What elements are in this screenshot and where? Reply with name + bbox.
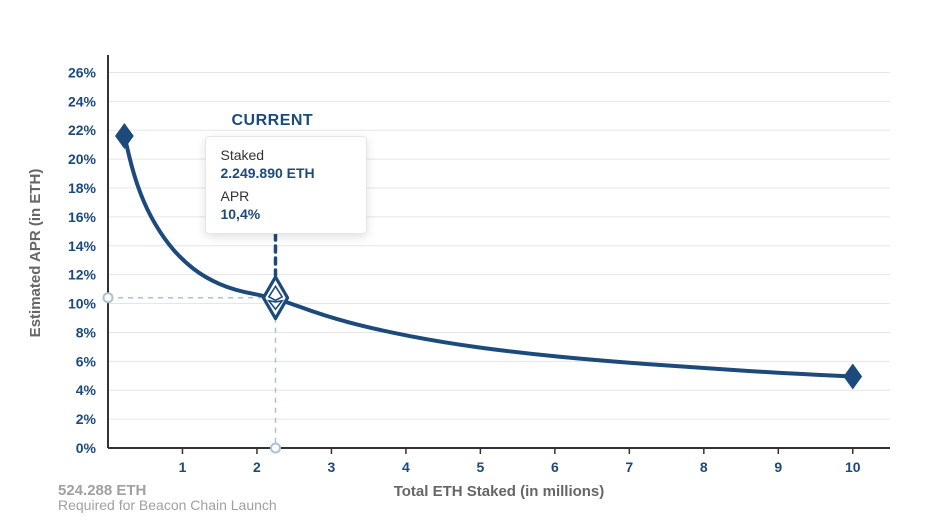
svg-text:9: 9 bbox=[774, 459, 782, 475]
tooltip-staked-value: 2.249.890 ETH bbox=[220, 165, 352, 183]
svg-text:3: 3 bbox=[328, 459, 336, 475]
apr-chart: 0% 2% 4% 6% 8% 10% 12% 14% 16% 18% 20% 22% 24% 26% 1 2… bbox=[0, 0, 944, 529]
footer-subtext: Required for Beacon Chain Launch bbox=[58, 497, 277, 513]
svg-text:18%: 18% bbox=[68, 180, 97, 196]
current-label: CURRENT bbox=[231, 112, 313, 130]
axes bbox=[108, 55, 890, 448]
svg-text:26%: 26% bbox=[68, 64, 97, 80]
x-tick-labels: 1 2 3 4 5 6 7 8 9 10 bbox=[179, 448, 861, 475]
svg-text:24%: 24% bbox=[68, 93, 97, 109]
svg-text:8: 8 bbox=[700, 459, 708, 475]
tooltip-staked-label: Staked bbox=[220, 147, 352, 165]
svg-text:12%: 12% bbox=[68, 267, 97, 283]
svg-text:5: 5 bbox=[476, 459, 484, 475]
svg-text:2: 2 bbox=[253, 459, 261, 475]
current-eth-marker[interactable] bbox=[263, 277, 287, 319]
svg-text:6: 6 bbox=[551, 459, 559, 475]
tooltip-apr-value: 10,4% bbox=[220, 206, 352, 224]
svg-text:0%: 0% bbox=[76, 440, 97, 456]
svg-text:22%: 22% bbox=[68, 122, 97, 138]
svg-text:10%: 10% bbox=[68, 296, 97, 312]
svg-text:16%: 16% bbox=[68, 209, 97, 225]
svg-text:7: 7 bbox=[625, 459, 633, 475]
svg-text:6%: 6% bbox=[76, 353, 97, 369]
svg-text:20%: 20% bbox=[68, 151, 97, 167]
y-axis-title: Estimated APR (in ETH) bbox=[27, 169, 44, 338]
y-tick-labels: 0% 2% 4% 6% 8% 10% 12% 14% 16% 18% 20% 22% 24% 26% bbox=[68, 64, 97, 456]
svg-text:4%: 4% bbox=[76, 382, 97, 398]
crosshair bbox=[104, 293, 280, 452]
current-tooltip: Staked 2.249.890 ETH APR 10,4% bbox=[205, 136, 367, 234]
svg-text:10: 10 bbox=[845, 459, 861, 475]
svg-text:2%: 2% bbox=[76, 411, 97, 427]
chart-svg: 0% 2% 4% 6% 8% 10% 12% 14% 16% 18% 20% 22% 24% 26% 1 2… bbox=[0, 0, 944, 529]
gridlines bbox=[108, 72, 890, 448]
svg-text:8%: 8% bbox=[76, 324, 97, 340]
x-axis-title: Total ETH Staked (in millions) bbox=[394, 483, 605, 500]
footer-note: 524.288 ETH Required for Beacon Chain La… bbox=[58, 482, 277, 513]
svg-text:4: 4 bbox=[402, 459, 410, 475]
svg-text:14%: 14% bbox=[68, 238, 97, 254]
tooltip-apr-label: APR bbox=[220, 188, 352, 206]
svg-text:1: 1 bbox=[179, 459, 187, 475]
